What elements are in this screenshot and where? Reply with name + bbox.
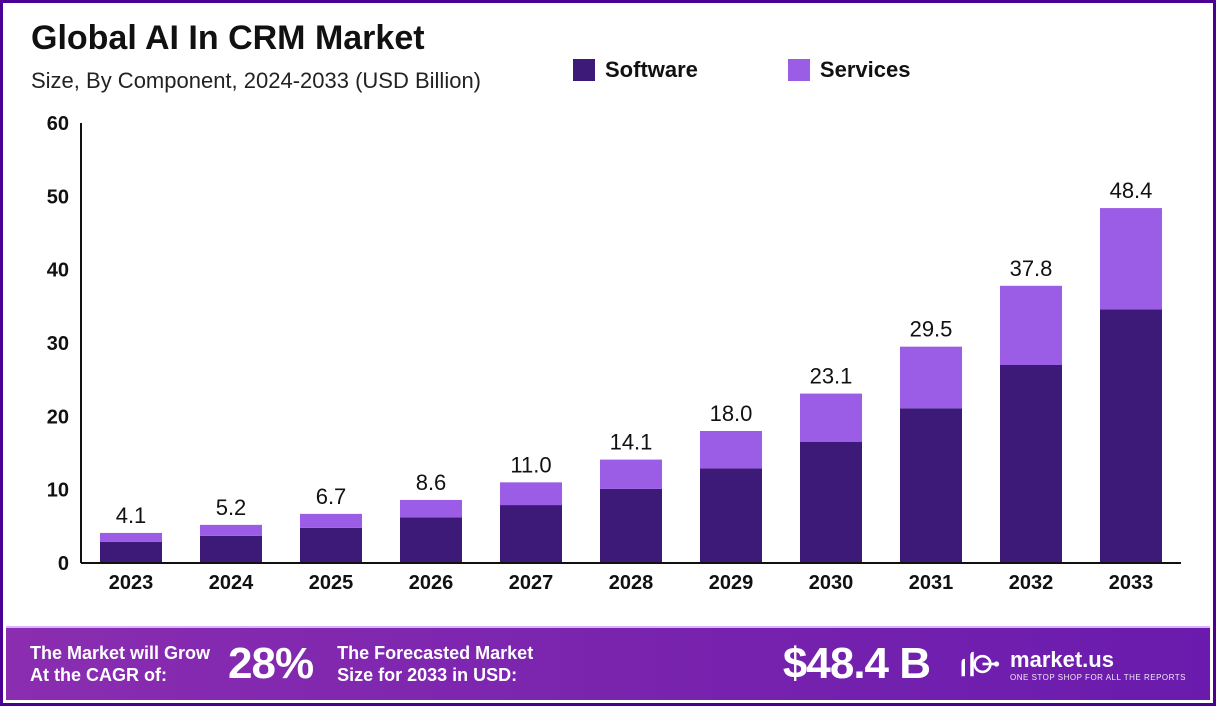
- brand-name: market.us: [1010, 647, 1186, 673]
- svg-text:2024: 2024: [209, 572, 254, 594]
- bar-chart-svg: 01020304050604.120235.220246.720258.6202…: [31, 113, 1191, 603]
- svg-text:11.0: 11.0: [510, 452, 551, 477]
- svg-text:0: 0: [58, 553, 69, 575]
- svg-text:6.7: 6.7: [316, 484, 347, 509]
- footer-cagr-value: 28%: [228, 639, 313, 689]
- chart-area: 01020304050604.120235.220246.720258.6202…: [31, 113, 1191, 603]
- brand-text: market.us ONE STOP SHOP FOR ALL THE REPO…: [1010, 647, 1186, 682]
- svg-text:20: 20: [47, 406, 69, 428]
- brand-logo: market.us ONE STOP SHOP FOR ALL THE REPO…: [958, 646, 1186, 682]
- svg-text:2031: 2031: [909, 572, 954, 594]
- svg-text:30: 30: [47, 333, 69, 355]
- svg-text:2030: 2030: [809, 572, 854, 594]
- svg-text:23.1: 23.1: [810, 364, 853, 389]
- footer-forecast-value: $48.4 B: [783, 639, 930, 689]
- legend-swatch-icon: [573, 59, 595, 81]
- legend-item-services: Services: [788, 57, 911, 83]
- svg-text:48.4: 48.4: [1110, 178, 1153, 203]
- footer-text: The Forecasted Market: [337, 642, 533, 665]
- footer-text: Size for 2033 in USD:: [337, 664, 533, 687]
- footer-forecast-label: The Forecasted Market Size for 2033 in U…: [337, 642, 533, 687]
- svg-text:29.5: 29.5: [910, 317, 953, 342]
- legend-item-software: Software: [573, 57, 698, 83]
- svg-text:2029: 2029: [709, 572, 754, 594]
- legend: Software Services: [573, 57, 910, 83]
- svg-text:60: 60: [47, 113, 69, 135]
- brand-tagline: ONE STOP SHOP FOR ALL THE REPORTS: [1010, 673, 1186, 682]
- svg-text:2023: 2023: [109, 572, 154, 594]
- footer-text: At the CAGR of:: [30, 664, 210, 687]
- footer-text: The Market will Grow: [30, 642, 210, 665]
- svg-text:50: 50: [47, 186, 69, 208]
- svg-text:2032: 2032: [1009, 572, 1054, 594]
- market-us-icon: [958, 646, 1000, 682]
- legend-label: Services: [820, 57, 911, 83]
- chart-card: Global AI In CRM Market Size, By Compone…: [0, 0, 1216, 706]
- svg-text:40: 40: [47, 260, 69, 282]
- svg-text:2025: 2025: [309, 572, 354, 594]
- svg-text:14.1: 14.1: [610, 430, 653, 455]
- svg-text:37.8: 37.8: [1010, 256, 1053, 281]
- chart-title: Global AI In CRM Market: [31, 19, 1185, 58]
- svg-text:2027: 2027: [509, 572, 554, 594]
- svg-text:4.1: 4.1: [116, 503, 147, 528]
- footer-cagr-label: The Market will Grow At the CAGR of:: [30, 642, 210, 687]
- svg-text:8.6: 8.6: [416, 470, 447, 495]
- svg-text:2026: 2026: [409, 572, 454, 594]
- legend-swatch-icon: [788, 59, 810, 81]
- svg-text:5.2: 5.2: [216, 495, 247, 520]
- footer-bar: The Market will Grow At the CAGR of: 28%…: [6, 626, 1210, 700]
- svg-text:2028: 2028: [609, 572, 654, 594]
- svg-text:18.0: 18.0: [710, 401, 753, 426]
- svg-text:10: 10: [47, 480, 69, 502]
- svg-text:2033: 2033: [1109, 572, 1154, 594]
- legend-label: Software: [605, 57, 698, 83]
